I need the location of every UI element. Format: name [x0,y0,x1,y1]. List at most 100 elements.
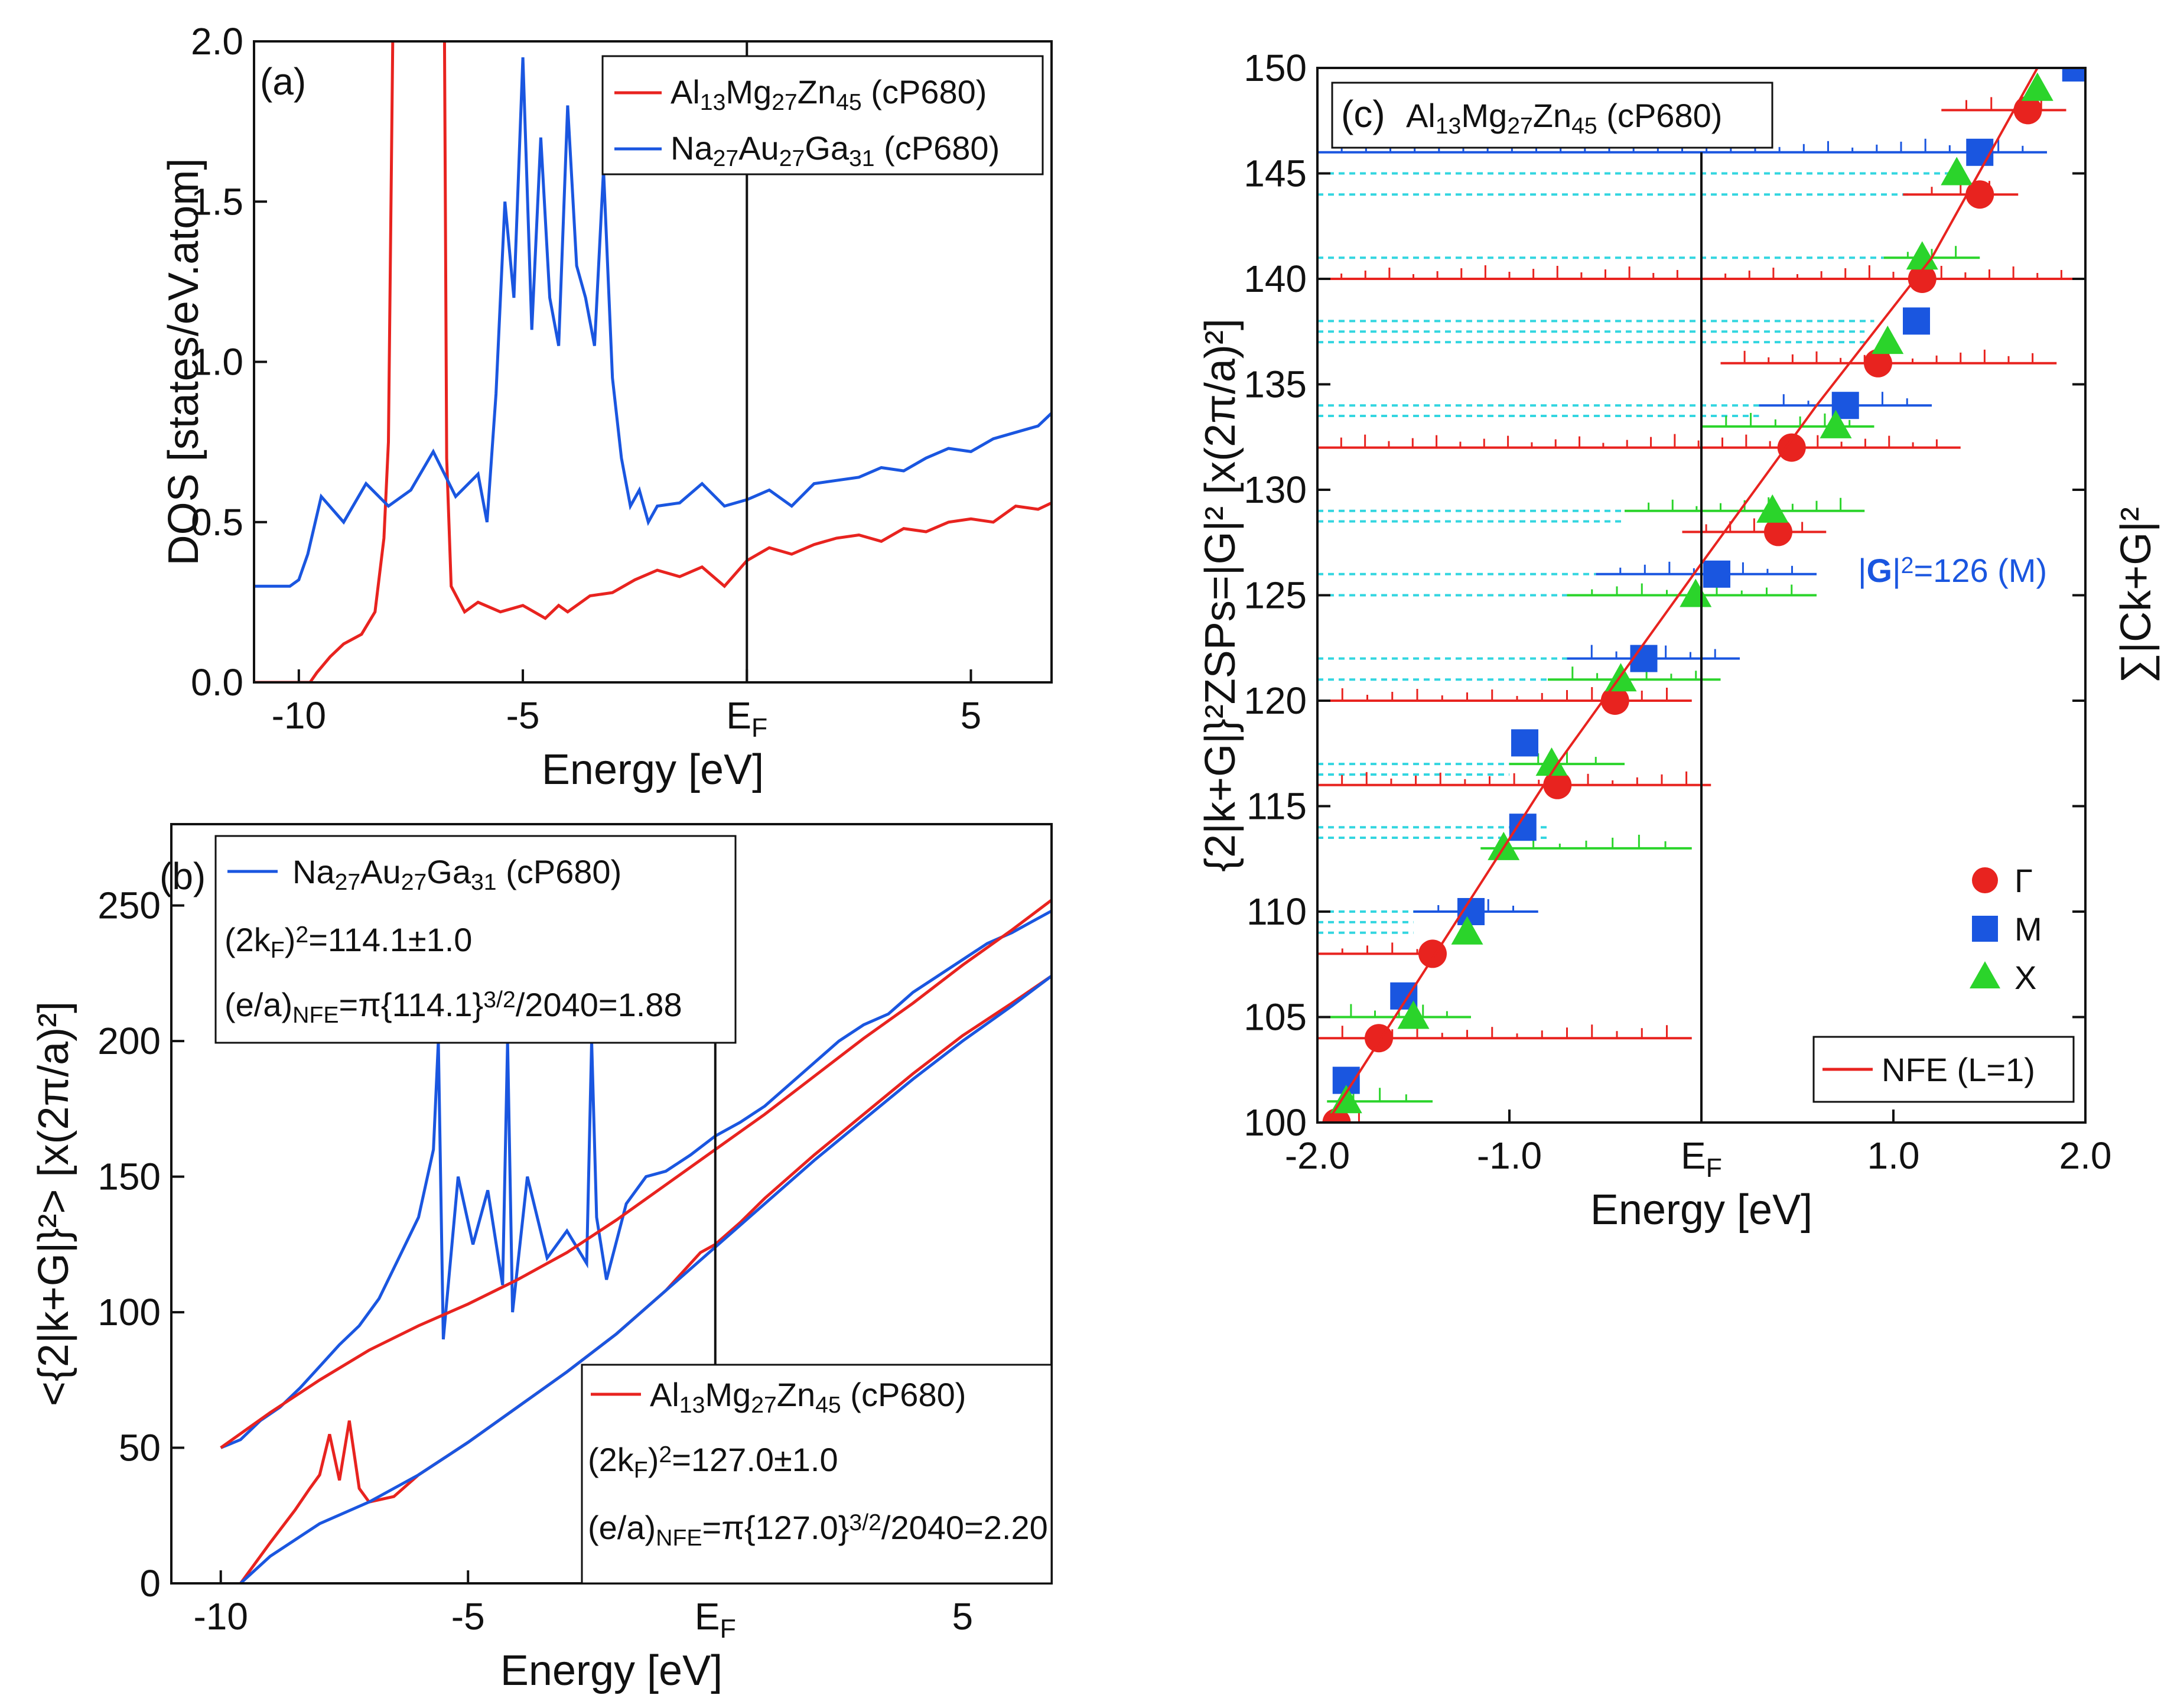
legend-box-blue [214,835,737,1044]
legend-label-part: Zn [777,1376,815,1413]
panel-b-plot-area [220,899,1052,1583]
y-tick-label: 1.0 [191,341,243,383]
dos-series-blue [254,57,1052,588]
gamma-point [1543,770,1572,799]
legend-label-part: 31 [471,870,497,895]
y-tick-label: 50 [119,1427,161,1469]
legend-label-part: Ga [805,129,850,167]
g-squared-annotation: |G|2=126 (M) [1858,552,2047,589]
x-tick-label: 1.0 [1867,1134,1920,1177]
kg-series-blue [239,975,1052,1583]
panel-title-part: Al [1406,97,1436,134]
legend-label-part: Ga [427,853,471,890]
y-tick-label: 250 [97,884,161,927]
legend-ea: (e/a)NFE=π{127.0}3/2/2040=2.20 [588,1509,1048,1551]
m-point [1703,560,1730,588]
y-tick-label: 105 [1244,996,1307,1039]
legend-label-part: 45 [836,90,862,115]
legend-kf-part: ) [648,1441,659,1478]
m-point [1511,729,1538,757]
dos-series-red [254,41,1052,682]
x-tick-label-ef: EF [695,1595,736,1644]
legend-label-part: Al [650,1376,679,1413]
x-axis-label: Energy [eV] [500,1647,723,1694]
legend-label: Al13Mg27Zn45 (cP680) [650,1376,966,1418]
legend-label-part: Zn [798,73,836,110]
panel-title-part: 27 [1507,113,1533,139]
x-point [1535,747,1568,776]
m-point [1966,138,1994,166]
legend-x-marker [1970,961,2000,988]
legend-ea-part: NFE [656,1525,702,1551]
gamma-point [1764,518,1792,546]
panel-label: (b) [160,855,206,897]
y-tick-label: 115 [1247,785,1307,828]
y-tick-label: 150 [97,1156,161,1198]
x-tick-label: -10 [272,694,327,737]
legend-kf-part: F [271,938,285,963]
legend-kf-part: =127.0±1.0 [672,1441,838,1478]
y-tick-label: 100 [97,1291,161,1333]
legend-kf: (2kF)2=114.1±1.0 [224,921,472,963]
legend-label-part: 27 [335,870,361,895]
gamma-point [2013,96,2042,125]
legend-label: Na27Au27Ga31 (cP680) [671,129,1000,171]
gamma-point [1777,433,1806,462]
y-tick-label: 110 [1247,890,1307,933]
y-axis-label: <{2|k+G|}²> [x(2π/a)²] [30,1001,77,1406]
kg-series-red [220,899,1052,1449]
legend-label-part: Mg [725,73,772,110]
legend-ea: (e/a)NFE=π{114.1}3/2/2040=1.88 [224,986,682,1028]
legend-label-part: (cP680) [841,1376,966,1413]
ef-subscript: F [1706,1153,1722,1183]
legend-kf-part: (2k [588,1441,634,1478]
legend-ea-part: (e/a) [588,1509,656,1546]
m-point [1630,645,1658,672]
legend-label-part: (cP680) [497,853,622,890]
x-tick-label: -2.0 [1285,1134,1350,1177]
ef-letter: E [1681,1134,1706,1177]
legend-label-part: (cP680) [862,73,987,110]
panel-label: (a) [260,60,306,103]
legend-label-part: 31 [849,146,875,171]
x-tick-label: -5 [506,694,540,737]
panel-a-plot-area [254,41,1052,682]
gamma-point [1908,265,1937,293]
legend-kf-part: =114.1±1.0 [308,921,472,958]
x-point [1451,916,1483,945]
panel-title-part: Mg [1461,97,1507,134]
legend-box-red [581,1364,1053,1585]
legend-ea-part: =π{127.0} [702,1509,850,1546]
legend-ea-part: /2040=1.88 [516,986,682,1023]
panel-title-part: 13 [1436,113,1462,139]
legend-box [601,55,1044,175]
panel-c-plot-area [1317,68,2085,1123]
g-squared-annotation-part: G [1867,552,1893,589]
y-tick-label: 150 [1244,47,1307,89]
g-squared-annotation-part: | [1892,552,1901,589]
ef-subscript: F [751,713,767,743]
legend-label-part: Au [738,129,779,167]
legend-ea-part: (e/a) [224,986,292,1023]
x-tick-label: 2.0 [2059,1134,2112,1177]
gamma-point [1864,349,1892,378]
g-squared-annotation-part: 2 [1901,553,1914,578]
x-axis-label: Energy [eV] [1590,1186,1812,1234]
x-tick-label: 5 [952,1595,974,1638]
panel-title-part: (cP680) [1597,97,1723,134]
x-point [1906,241,1938,270]
legend-kf-part: 2 [295,922,308,948]
y-tick-label: 120 [1244,679,1307,722]
legend-label: Al13Mg27Zn45 (cP680) [671,73,987,115]
legend-label-part: 27 [751,1393,777,1418]
y-tick-label: 200 [97,1020,161,1062]
legend-kf-part: ) [285,921,296,958]
x-point [1756,494,1789,523]
legend-ea-part: 3/2 [849,1510,881,1535]
x-tick-label: -5 [451,1595,485,1638]
x-tick-label: 5 [961,694,982,737]
legend-ea-part: /2040=2.20 [881,1509,1048,1546]
legend-ea-part: 3/2 [483,987,515,1013]
m-point [1903,307,1930,335]
panel-label: (c) [1341,93,1385,135]
